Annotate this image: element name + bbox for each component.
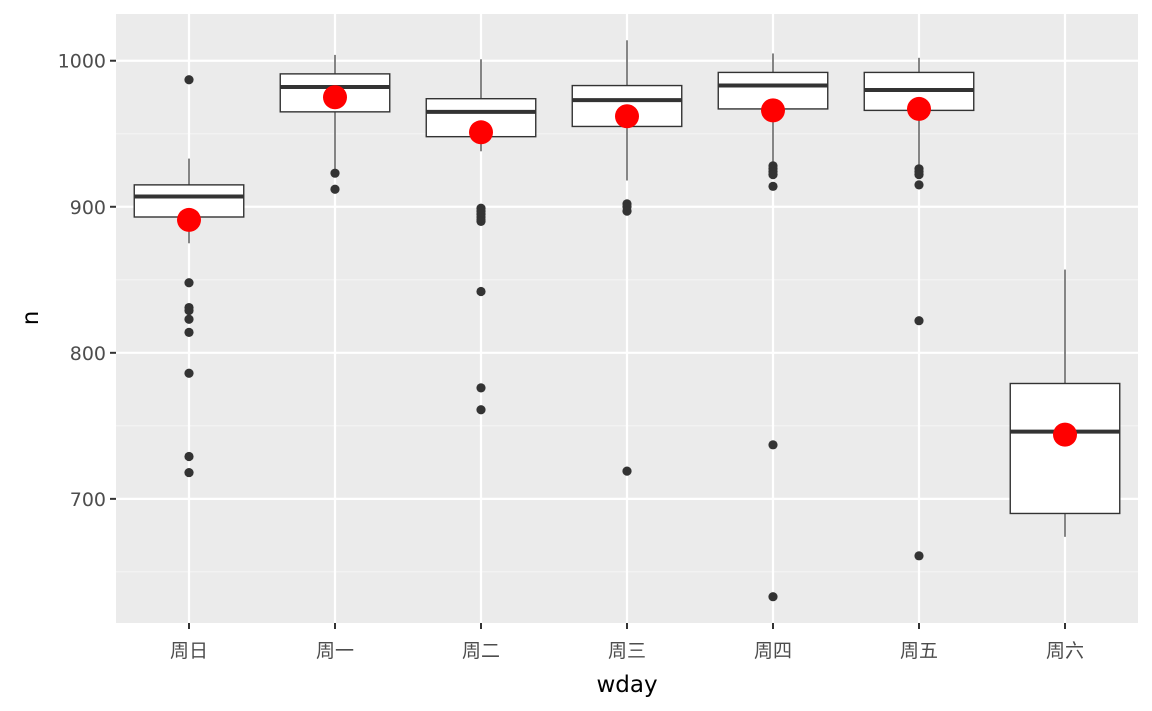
outlier-point xyxy=(476,216,486,226)
y-tick-label: 1000 xyxy=(58,51,106,73)
outlier-point xyxy=(184,314,194,324)
outlier-point xyxy=(184,451,194,462)
x-tick-label: 周三 xyxy=(608,640,646,662)
x-tick-label: 周六 xyxy=(1046,640,1084,662)
box-group xyxy=(571,40,683,476)
outlier-point xyxy=(768,170,778,180)
y-tick-label: 800 xyxy=(70,343,106,365)
mean-point xyxy=(761,98,785,123)
outlier-point xyxy=(914,316,924,326)
outlier-point xyxy=(184,75,194,85)
box-group xyxy=(1009,269,1121,537)
box-group xyxy=(717,53,829,602)
box-group xyxy=(425,59,537,415)
mean-point xyxy=(469,120,493,145)
outlier-point xyxy=(914,551,924,561)
outlier-point xyxy=(476,405,486,415)
outlier-point xyxy=(768,440,778,450)
x-tick-label: 周二 xyxy=(462,640,500,662)
x-tick-label: 周五 xyxy=(900,640,938,662)
x-tick-label: 周日 xyxy=(170,640,208,662)
outlier-point xyxy=(768,181,778,191)
outlier-point xyxy=(184,368,194,378)
outlier-point xyxy=(476,286,486,297)
boxes-layer xyxy=(133,40,1121,602)
x-tick-label: 周四 xyxy=(754,640,792,662)
outlier-point xyxy=(184,305,194,316)
outlier-point xyxy=(914,170,924,180)
outlier-point xyxy=(914,180,924,190)
mean-point xyxy=(177,207,201,232)
outlier-point xyxy=(184,467,194,478)
box-group xyxy=(863,57,975,561)
box xyxy=(1009,382,1121,515)
box-group xyxy=(133,75,245,478)
mean-point xyxy=(323,85,347,110)
y-tick-label: 900 xyxy=(70,197,106,219)
outlier-point xyxy=(184,278,194,288)
mean-point xyxy=(907,96,931,121)
mean-point xyxy=(1053,422,1077,447)
y-tick-label: 700 xyxy=(70,489,106,511)
x-tick-label: 周一 xyxy=(316,640,354,662)
outlier-point xyxy=(330,168,340,178)
outlier-point xyxy=(622,206,632,216)
y-axis: 700 800 900 1000 xyxy=(58,51,116,511)
outlier-point xyxy=(184,327,194,337)
x-axis: 周日 周一 周二 周三 周四 周五 周六 xyxy=(170,623,1084,662)
outlier-point xyxy=(330,184,340,194)
box-group xyxy=(279,54,391,194)
mean-point xyxy=(615,104,639,129)
outlier-point xyxy=(622,466,632,476)
y-axis-title: n xyxy=(18,311,44,326)
x-axis-title: wday xyxy=(596,672,657,698)
outlier-point xyxy=(768,592,778,602)
outlier-point xyxy=(476,383,486,393)
